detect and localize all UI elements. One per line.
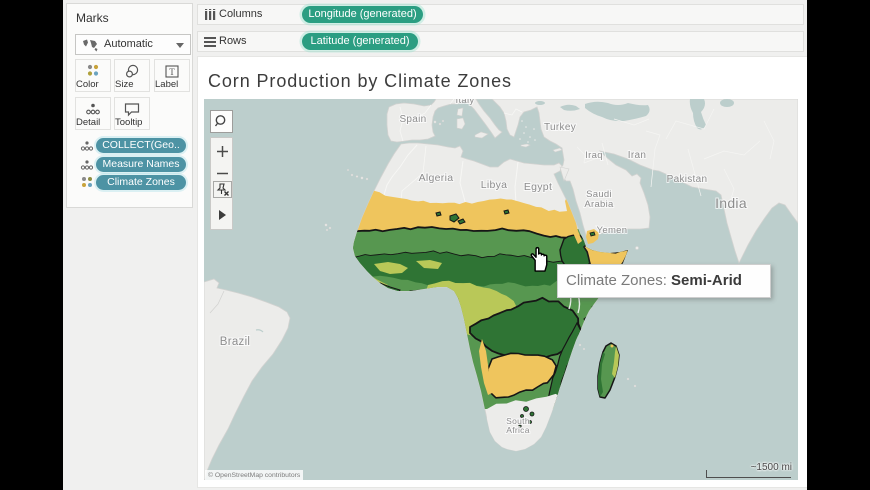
svg-text:Turkey: Turkey xyxy=(544,122,576,133)
svg-text:Italy: Italy xyxy=(456,99,475,106)
svg-text:Yemen: Yemen xyxy=(597,225,628,236)
svg-text:Arabia: Arabia xyxy=(584,199,614,210)
svg-text:Pakistan: Pakistan xyxy=(667,174,708,185)
svg-text:Africa: Africa xyxy=(506,425,530,435)
svg-text:Algeria: Algeria xyxy=(419,172,454,184)
svg-text:Iraq: Iraq xyxy=(585,150,603,161)
svg-text:India: India xyxy=(715,195,747,211)
svg-text:T: T xyxy=(169,67,175,77)
svg-text:Egypt: Egypt xyxy=(524,181,552,193)
svg-text:Spain: Spain xyxy=(399,114,426,125)
svg-text:Libya: Libya xyxy=(481,179,508,191)
svg-text:South: South xyxy=(506,416,530,426)
svg-text:Iran: Iran xyxy=(628,150,646,161)
svg-text:Brazil: Brazil xyxy=(220,336,251,348)
svg-text:Saudi: Saudi xyxy=(586,189,612,200)
